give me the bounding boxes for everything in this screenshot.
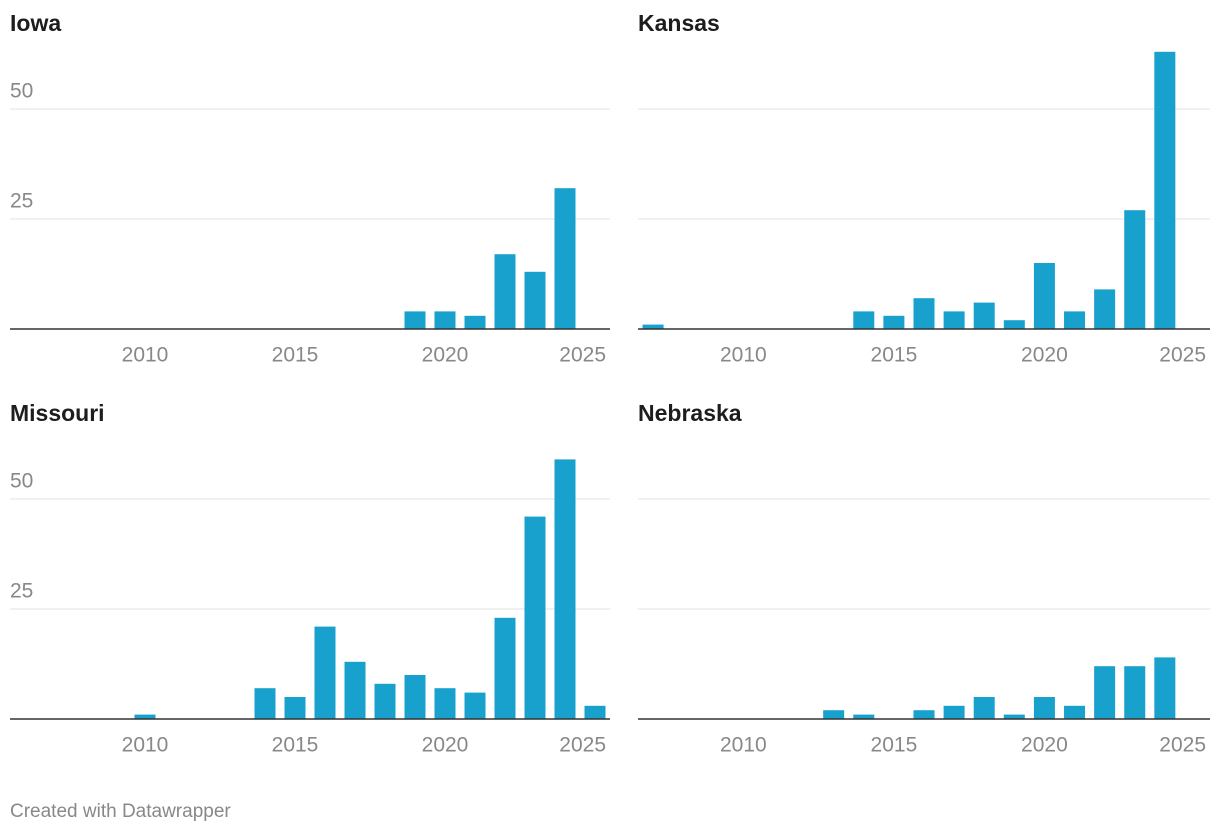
x-tick-label: 2025 [559, 734, 606, 757]
x-tick-label: 2025 [1159, 734, 1206, 757]
bar [642, 324, 664, 329]
bar [1033, 263, 1055, 329]
bar [1064, 311, 1086, 329]
panel-title: Kansas [638, 10, 720, 36]
bar [134, 714, 156, 719]
x-tick-label: 2020 [422, 344, 469, 367]
bar [404, 311, 426, 329]
x-tick-label: 2015 [871, 344, 918, 367]
bar [1003, 320, 1025, 329]
bar [1094, 666, 1116, 719]
x-tick-label: 2025 [1159, 344, 1206, 367]
bar [494, 617, 516, 719]
bar [554, 459, 576, 719]
bar [943, 705, 965, 719]
bar [973, 697, 995, 719]
bar [913, 710, 935, 719]
panel-title: Missouri [10, 400, 105, 426]
bar [494, 254, 516, 329]
bar [1124, 666, 1146, 719]
panel-title: Nebraska [638, 400, 742, 426]
footer: Created with Datawrapper [10, 801, 231, 822]
y-tick-label: 25 [10, 580, 33, 603]
x-tick-label: 2025 [559, 344, 606, 367]
bar [1033, 697, 1055, 719]
x-tick-label: 2015 [871, 734, 918, 757]
bar [853, 714, 875, 719]
bar [1003, 714, 1025, 719]
y-tick-label: 25 [10, 190, 33, 213]
bar [1064, 705, 1086, 719]
x-tick-label: 2020 [1021, 344, 1068, 367]
bar [1094, 289, 1116, 329]
bar [434, 688, 456, 719]
bar [943, 311, 965, 329]
bar [823, 710, 845, 719]
bar [883, 315, 905, 329]
bar [434, 311, 456, 329]
x-tick-label: 2020 [422, 734, 469, 757]
bar [404, 675, 426, 719]
bar [584, 705, 606, 719]
x-tick-label: 2020 [1021, 734, 1068, 757]
bar [913, 298, 935, 329]
bar [524, 516, 546, 719]
x-tick-label: 2010 [122, 734, 169, 757]
bar [973, 302, 995, 329]
x-tick-label: 2015 [272, 344, 319, 367]
bar [853, 311, 875, 329]
bar [554, 188, 576, 329]
bar [1124, 210, 1146, 329]
y-tick-label: 50 [10, 80, 33, 103]
bar [464, 692, 486, 719]
bar [314, 626, 336, 719]
bar [344, 661, 366, 719]
y-tick-label: 50 [10, 470, 33, 493]
bar [254, 688, 276, 719]
bar [524, 271, 546, 329]
x-tick-label: 2010 [720, 344, 767, 367]
bar [464, 315, 486, 329]
bar [1154, 657, 1176, 719]
x-tick-label: 2010 [122, 344, 169, 367]
x-tick-label: 2015 [272, 734, 319, 757]
bar [1154, 51, 1176, 330]
panel-title: Iowa [10, 10, 61, 36]
bar [284, 697, 306, 719]
x-tick-label: 2010 [720, 734, 767, 757]
bar [374, 683, 396, 719]
